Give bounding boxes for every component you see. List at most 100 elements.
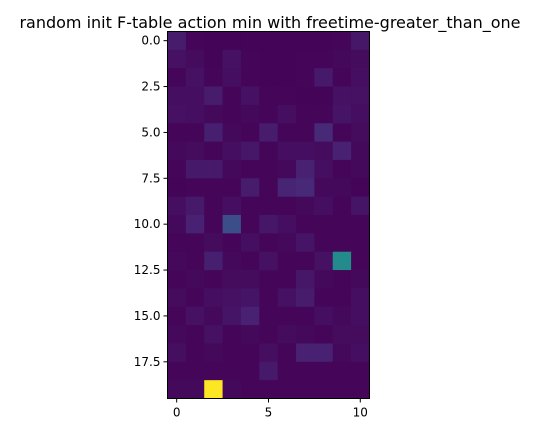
heatmap-cell [259, 104, 279, 124]
heatmap-cell [240, 49, 260, 69]
heatmap-cell [240, 178, 260, 198]
heatmap-cell [240, 159, 260, 179]
heatmap-cell [167, 325, 187, 344]
heatmap-cell [167, 178, 187, 198]
heatmap-cell [167, 141, 187, 161]
heatmap-cell [222, 31, 242, 51]
heatmap-cell [332, 215, 352, 234]
heatmap-cell [185, 306, 205, 326]
heatmap-cell [332, 306, 352, 326]
heatmap-cell [240, 251, 260, 271]
heatmap-cell [185, 68, 205, 87]
y-tick-label: 15.0 [134, 309, 161, 323]
heatmap-cell [296, 251, 315, 271]
heatmap-cell [296, 86, 315, 106]
heatmap-cell [204, 31, 223, 51]
heatmap-cell [259, 288, 279, 308]
heatmap-cell [332, 31, 352, 51]
heatmap-cell [332, 104, 352, 124]
heatmap-cell [296, 233, 315, 253]
heatmap-cell [314, 251, 334, 271]
heatmap-cell [204, 141, 223, 161]
y-tick-label: 2.5 [141, 80, 160, 94]
heatmap-cell [277, 141, 297, 161]
heatmap-cell [351, 288, 370, 308]
heatmap-cell [240, 86, 260, 106]
heatmap-cell [259, 215, 279, 234]
heatmap-cell [351, 49, 370, 69]
heatmap-cell [185, 86, 205, 106]
heatmap-cell [351, 325, 370, 344]
heatmap-cell [351, 306, 370, 326]
heatmap-cell [185, 288, 205, 308]
heatmap-cell [351, 196, 370, 216]
heatmap-cell [259, 270, 279, 289]
heatmap-cell [167, 343, 187, 363]
heatmap-cell [277, 86, 297, 106]
heatmap-cell [277, 251, 297, 271]
heatmap-cell [222, 68, 242, 87]
heatmap-cell [351, 86, 370, 106]
heatmap-cell [296, 104, 315, 124]
heatmap-cell [222, 86, 242, 106]
heatmap-cell [314, 306, 334, 326]
heatmap-cell [314, 196, 334, 216]
y-tick-label: 5.0 [141, 125, 160, 139]
heatmap-cell [351, 178, 370, 198]
heatmap-cell [240, 343, 260, 363]
heatmap-cell [277, 178, 297, 198]
heatmap-cell [296, 325, 315, 344]
heatmap-cell [296, 343, 315, 363]
heatmap-cell [222, 233, 242, 253]
heatmap-cell [351, 251, 370, 271]
heatmap-cell [296, 270, 315, 289]
heatmap-cell [351, 233, 370, 253]
heatmap-cell [204, 306, 223, 326]
heatmap-cell [332, 361, 352, 381]
heatmap-cell [277, 288, 297, 308]
heatmap-cell [314, 123, 334, 142]
heatmap-cell [277, 68, 297, 87]
heatmap-cell [314, 104, 334, 124]
heatmap-cell [204, 325, 223, 344]
heatmap-cell [296, 31, 315, 51]
heatmap-cell [351, 31, 370, 51]
heatmap-cell [185, 31, 205, 51]
heatmap-cell [351, 343, 370, 363]
heatmap-cell [240, 306, 260, 326]
heatmap-cell [296, 361, 315, 381]
heatmap-cell [259, 123, 279, 142]
heatmap-cell [167, 68, 187, 87]
heatmap-cell [351, 123, 370, 142]
heatmap-cell [185, 141, 205, 161]
heatmap-cell [351, 104, 370, 124]
heatmap-cell [204, 288, 223, 308]
x-tick-label: 5 [265, 406, 273, 420]
heatmap-cell [314, 86, 334, 106]
heatmap-cell [185, 270, 205, 289]
heatmap-cell [351, 361, 370, 381]
heatmap-cell [314, 31, 334, 51]
heatmap-cell [332, 270, 352, 289]
heatmap-cell [277, 31, 297, 51]
heatmap-cell [351, 141, 370, 161]
heatmap-cell [332, 325, 352, 344]
heatmap-cell [222, 49, 242, 69]
heatmap-cell [240, 68, 260, 87]
heatmap-cells [167, 31, 370, 399]
heatmap-cell [277, 49, 297, 69]
heatmap-cell [240, 196, 260, 216]
heatmap-cell [314, 233, 334, 253]
heatmap-cell [314, 141, 334, 161]
heatmap-cell [314, 361, 334, 381]
heatmap-cell [259, 343, 279, 363]
heatmap-cell [167, 123, 187, 142]
heatmap-cell [277, 306, 297, 326]
heatmap-cell [277, 343, 297, 363]
heatmap-cell [259, 49, 279, 69]
heatmap-cell [277, 159, 297, 179]
heatmap-cell [277, 270, 297, 289]
heatmap-cell [332, 288, 352, 308]
heatmap-cell [204, 215, 223, 234]
heatmap-cell [222, 270, 242, 289]
